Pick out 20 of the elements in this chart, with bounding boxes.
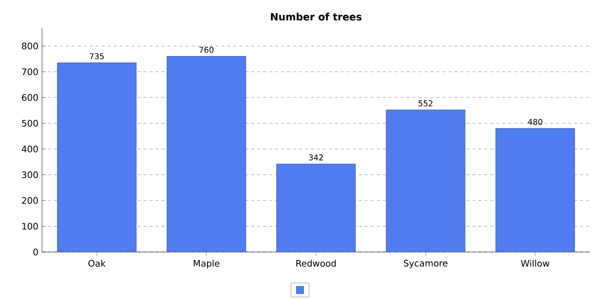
- y-tick-label: 0: [33, 248, 38, 256]
- bar: [57, 62, 136, 252]
- chart-title: Number of trees: [271, 12, 362, 21]
- y-tick-label: 100: [22, 222, 38, 230]
- x-tick-label: Willow: [521, 260, 550, 267]
- y-tick-label: 200: [22, 197, 38, 204]
- x-tick-label: Redwood: [296, 260, 336, 267]
- x-tick-label: Sycamore: [404, 260, 448, 268]
- bar: [276, 164, 356, 252]
- y-tick-label: 500: [22, 120, 38, 127]
- y-tick-label: 400: [22, 146, 38, 152]
- y-tick-label: 300: [22, 171, 38, 178]
- bar: [166, 56, 246, 252]
- bar: [386, 110, 466, 252]
- bar: [496, 128, 575, 252]
- y-tick-label: 800: [22, 42, 38, 50]
- x-tick-label: Oak: [88, 260, 106, 267]
- x-tick-label: Maple: [194, 260, 220, 268]
- y-tick-label: 700: [22, 68, 38, 76]
- y-tick-label: 600: [22, 94, 38, 101]
